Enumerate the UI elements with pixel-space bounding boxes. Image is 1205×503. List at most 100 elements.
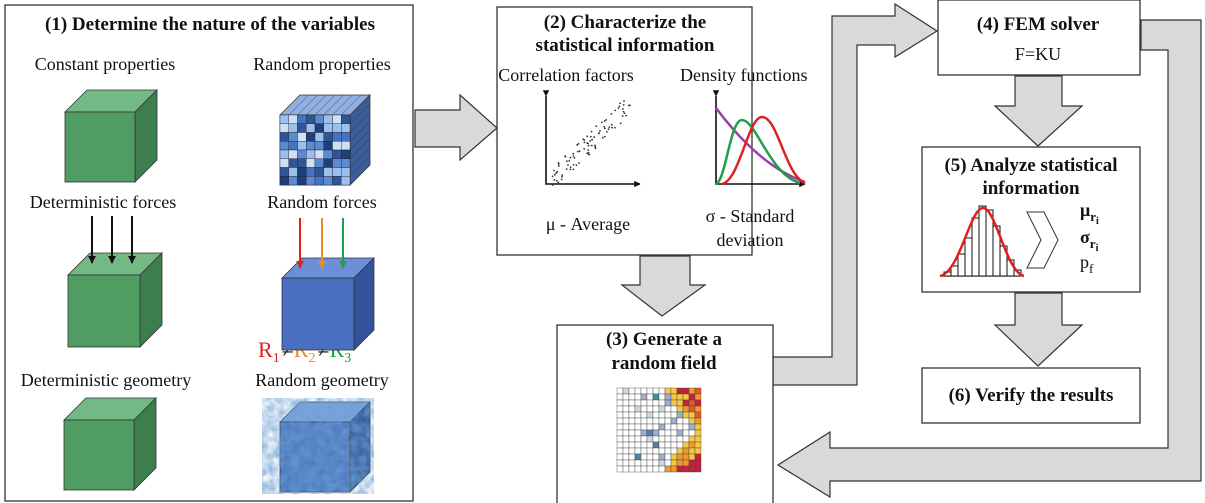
cell <box>323 123 333 133</box>
cell <box>279 141 289 151</box>
field-cell <box>616 429 624 437</box>
dot <box>607 128 610 131</box>
dot <box>619 102 621 105</box>
dot <box>587 144 590 147</box>
cell <box>332 176 342 186</box>
cell <box>306 141 316 151</box>
texture <box>262 398 374 494</box>
field-cell <box>688 393 696 401</box>
label: Random geometry <box>255 370 388 390</box>
axis <box>542 90 641 188</box>
cell <box>332 141 342 151</box>
field-cell <box>652 441 660 449</box>
field-cell <box>682 387 690 395</box>
field-cell <box>622 393 630 401</box>
cell <box>288 176 298 186</box>
field-cell <box>640 453 648 461</box>
field-cell <box>652 429 660 437</box>
dot <box>553 173 556 176</box>
cell <box>332 123 342 133</box>
dot <box>598 132 600 135</box>
cell <box>306 114 316 124</box>
dot <box>578 162 580 165</box>
field-cell <box>694 417 702 425</box>
field-cell <box>640 435 648 443</box>
field-cell <box>616 459 624 467</box>
cell <box>314 158 324 168</box>
field-cell <box>682 429 690 437</box>
cell <box>314 114 324 124</box>
field-cell <box>640 399 648 407</box>
cell <box>297 158 307 168</box>
dot <box>587 149 590 151</box>
dot <box>573 157 576 159</box>
field-cell <box>622 435 630 443</box>
field-cell <box>616 423 624 431</box>
cell <box>323 132 333 142</box>
dot <box>572 155 575 157</box>
field-cell <box>634 405 642 413</box>
arrow-4-5 <box>993 75 1084 147</box>
field-cell <box>628 393 636 401</box>
field-cell <box>682 447 690 455</box>
grid <box>297 94 318 116</box>
field-cell <box>628 405 636 413</box>
dot <box>560 178 563 181</box>
field-cell <box>634 417 642 425</box>
field-cell <box>634 459 642 467</box>
field-cell <box>658 387 666 395</box>
dot <box>576 144 579 146</box>
field-cell <box>640 465 648 473</box>
subscript: 1 <box>273 351 280 366</box>
cell <box>297 132 307 142</box>
field-cell <box>664 423 672 431</box>
field-cell <box>682 405 690 413</box>
field-cell <box>664 393 672 401</box>
equation: F=KU <box>1015 44 1061 64</box>
dot <box>557 181 560 184</box>
dot <box>583 141 586 144</box>
field-cell <box>676 393 684 401</box>
dot <box>610 123 613 126</box>
field-cell <box>658 417 666 425</box>
grid <box>349 129 371 151</box>
dot <box>555 179 558 182</box>
curve <box>939 206 1025 278</box>
subscript: i <box>1096 243 1099 254</box>
field-cell <box>694 429 702 437</box>
field-cell <box>670 399 678 407</box>
cube-front <box>67 274 141 348</box>
grid <box>323 94 344 116</box>
cell <box>279 176 289 186</box>
dot <box>623 112 626 115</box>
cell <box>332 132 342 142</box>
field-cell <box>676 405 684 413</box>
field-cell <box>658 393 666 401</box>
dot <box>572 163 575 166</box>
dot <box>578 150 581 153</box>
dot <box>557 165 560 167</box>
dot <box>553 169 555 172</box>
field-cell <box>652 417 660 425</box>
field-cell <box>694 465 702 473</box>
field-cell <box>640 387 648 395</box>
symbol: σ <box>1080 227 1090 247</box>
cell <box>323 176 333 186</box>
grid <box>349 112 371 133</box>
dot <box>586 135 589 138</box>
field-cell <box>658 399 666 407</box>
field-cell <box>646 405 654 413</box>
field-cell <box>688 411 696 419</box>
random-geometry-cube <box>262 398 374 494</box>
cell <box>341 141 351 151</box>
dot <box>608 126 611 129</box>
dot <box>623 100 625 102</box>
output: pf <box>1080 252 1094 276</box>
field-cell <box>676 399 684 407</box>
field-cell <box>688 435 696 443</box>
field-cell <box>616 387 624 395</box>
caption: σ - Standard <box>706 206 795 226</box>
field-cell <box>658 429 666 437</box>
hist-bar <box>971 217 980 277</box>
field-cell <box>622 405 630 413</box>
